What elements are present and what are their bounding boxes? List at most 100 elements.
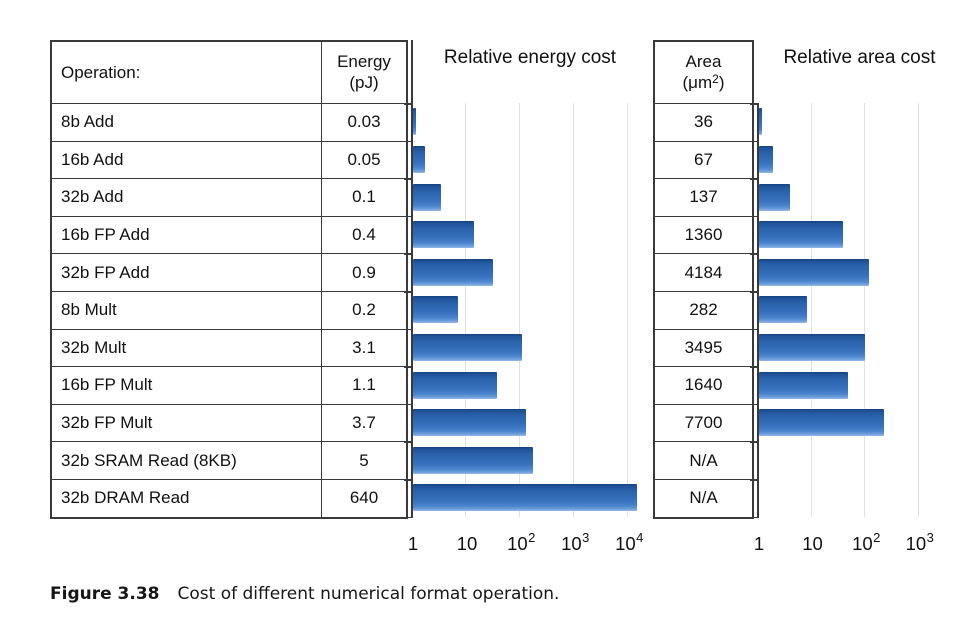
chart-gridline: [573, 103, 574, 517]
figure-caption: Figure 3.38 Cost of different numerical f…: [50, 584, 559, 604]
operation-column-header: Operation:: [52, 42, 322, 103]
chart-bar: [413, 108, 416, 136]
operation-cell: 32b Add: [52, 179, 322, 216]
axis-tick: [750, 215, 759, 218]
tick-label-exponent: 2: [873, 530, 881, 545]
chart-axis-line: [411, 40, 413, 517]
chart-bar: [759, 333, 866, 361]
axis-tick: [404, 479, 413, 481]
axis-tick-label: 1: [390, 531, 436, 555]
chart-bar: [413, 446, 533, 474]
tick-label-exponent: 3: [582, 530, 590, 545]
area-value-cell: 1360: [684, 225, 723, 245]
table-row: 32b FP Mult 3.7: [52, 403, 406, 442]
chart-bar: [413, 258, 493, 286]
axis-tick: [750, 403, 759, 406]
axis-tick-label: 103: [897, 530, 943, 555]
table-row: 8b Mult 0.2: [52, 290, 406, 329]
axis-tick-label: 102: [843, 530, 889, 555]
axis-tick: [750, 178, 759, 180]
area-table-row: 1360: [655, 215, 752, 254]
area-table-row: 36: [655, 103, 752, 141]
axis-tick: [404, 103, 413, 105]
area-value-cell: 282: [689, 300, 718, 320]
area-table-row: 4184: [655, 253, 752, 291]
axis-tick-label: 103: [552, 530, 598, 555]
chart-bar: [413, 409, 526, 437]
tick-label-base: 10: [852, 533, 873, 555]
tick-label-base: 10: [802, 533, 823, 555]
axis-tick: [750, 291, 759, 293]
area-rows: 36 67 137 1360 4184 282 3495 1640 7700 N/A N/A: [655, 103, 752, 517]
chart-bar: [413, 484, 637, 512]
area-value-cell: 4184: [684, 262, 723, 282]
axis-tick-label: 102: [498, 530, 544, 555]
operation-cell: 16b FP Mult: [52, 367, 322, 404]
table-row: 32b Mult 3.1: [52, 328, 406, 367]
area-table-row: 1640: [655, 366, 752, 404]
area-value-cell: 67: [694, 149, 713, 169]
operation-rows: 8b Add 0.03 16b Add 0.05 32b Add 0.1 16b FP Ad…: [52, 103, 406, 517]
area-header-line2: (μm2): [682, 71, 725, 92]
chart-bar: [759, 183, 791, 211]
area-value-cell: 1640: [684, 375, 723, 395]
chart-gridline: [810, 103, 812, 517]
chart-bar: [759, 108, 762, 136]
chart-gridline: [465, 103, 466, 517]
area-unit-superscript: 2: [712, 71, 719, 86]
axis-tick-label: 104: [606, 530, 652, 555]
energy-value-cell: 640: [349, 488, 379, 508]
axis-tick: [750, 441, 759, 443]
operation-energy-table: Operation: Energy (pJ) 8b Add 0.03 16b Add…: [50, 40, 408, 519]
table-row: 32b Add 0.1: [52, 178, 406, 216]
axis-tick: [750, 253, 759, 255]
tick-label-exponent: 3: [926, 530, 934, 545]
energy-value-cell: 1.1: [352, 375, 376, 395]
axis-tick: [750, 516, 759, 519]
operation-cell: 16b Add: [52, 141, 322, 179]
chart-bar: [413, 183, 442, 211]
table-row: 8b Add 0.03: [52, 103, 406, 141]
area-chart-title: Relative area cost: [783, 47, 936, 68]
axis-tick: [404, 253, 413, 255]
chart-bar: [413, 371, 498, 399]
table-row: 16b FP Mult 1.1: [52, 366, 406, 404]
energy-chart-title: Relative energy cost: [443, 47, 617, 68]
tick-label-base: 10: [561, 533, 582, 555]
operation-cell: 32b Mult: [52, 329, 322, 367]
area-header-row: Area (μm2): [655, 42, 752, 103]
energy-header-line2: (pJ): [349, 72, 379, 92]
chart-gridline: [917, 103, 919, 517]
axis-tick-label: 10: [444, 531, 490, 555]
axis-tick: [750, 479, 759, 481]
area-header-line1: Area: [685, 51, 722, 71]
chart-gridline: [864, 103, 865, 517]
axis-tick: [404, 140, 413, 143]
energy-column-header: Energy (pJ): [322, 42, 406, 103]
area-value-cell: 3495: [684, 337, 723, 357]
caption-label: Figure 3.38: [50, 584, 160, 604]
chart-bar: [413, 296, 458, 324]
tick-label-exponent: 4: [636, 530, 644, 545]
chart-bar: [759, 409, 884, 437]
axis-tick: [404, 366, 413, 368]
energy-value-cell: 0.1: [352, 187, 376, 207]
energy-value-cell: 0.05: [347, 149, 381, 169]
energy-value-cell: 5: [359, 450, 369, 470]
operation-cell: 32b SRAM Read (8KB): [52, 442, 322, 479]
energy-value-cell: 0.4: [352, 225, 376, 245]
tick-label-base: 1: [407, 533, 419, 555]
axis-tick: [750, 366, 759, 368]
axis-tick: [404, 291, 413, 293]
energy-value-cell: 0.9: [352, 262, 376, 282]
axis-tick: [750, 328, 759, 331]
area-table-row: 3495: [655, 328, 752, 367]
energy-value-cell: 3.1: [352, 337, 376, 357]
energy-header-line1: Energy: [337, 51, 391, 71]
axis-tick-label: 10: [790, 531, 836, 555]
area-value-cell: 36: [694, 112, 713, 132]
operation-cell: 8b Add: [52, 104, 322, 141]
operation-cell: 8b Mult: [52, 291, 322, 329]
table-row: 16b FP Add 0.4: [52, 215, 406, 254]
